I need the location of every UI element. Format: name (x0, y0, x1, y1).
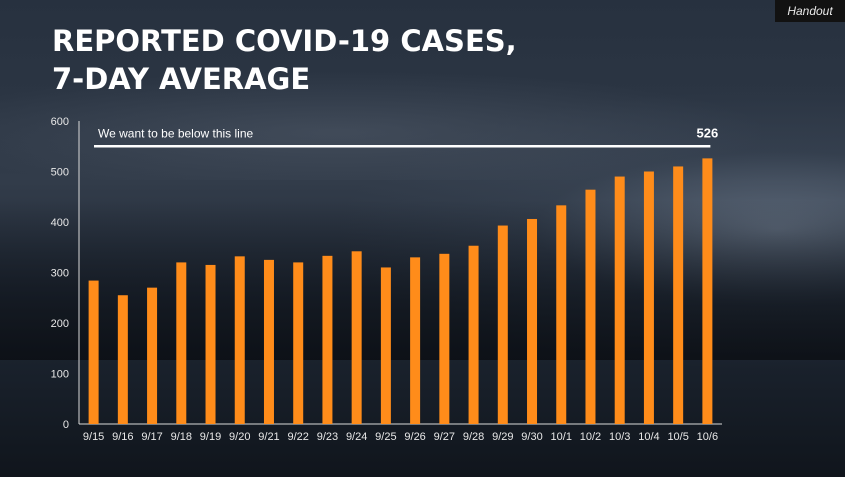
bar-9-19 (205, 264, 216, 424)
bar-9-18 (176, 262, 187, 424)
y-tick-label: 500 (51, 167, 69, 179)
reference-line-label: We want to be below this line (98, 126, 254, 140)
title-line-1: REPORTED COVID-19 CASES, (52, 24, 517, 58)
x-axis: 9/15 9/16 9/17 9/18 9/19 9/20 9/21 9/22 9/23 9/24… (79, 423, 722, 443)
x-tick-label: 9/19 (200, 431, 221, 443)
title-line-2: 7-DAY AVERAGE (52, 62, 311, 96)
x-tick-label: 9/23 (317, 431, 338, 443)
bar-9-24 (351, 251, 362, 424)
x-tick-label: 10/2 (580, 431, 601, 443)
bar-9-30 (527, 218, 538, 424)
y-tick-label: 0 (63, 419, 69, 431)
x-tick-label: 9/16 (112, 431, 133, 443)
x-tick-label: 9/29 (492, 431, 513, 443)
bar-10-2 (585, 189, 596, 424)
x-tick-label: 10/3 (609, 431, 630, 443)
bar-9-29 (497, 225, 508, 424)
y-tick-label: 600 (51, 116, 69, 128)
x-tick-label: 9/26 (404, 431, 425, 443)
bar-9-15 (88, 280, 99, 424)
x-tick-label: 9/27 (434, 431, 455, 443)
x-tick-label: 10/4 (638, 431, 659, 443)
chart-title: REPORTED COVID-19 CASES, 7-DAY AVERAGE (52, 22, 517, 98)
x-tick-label: 9/24 (346, 431, 367, 443)
bar-9-16 (117, 295, 128, 424)
x-tick-label: 9/30 (521, 431, 542, 443)
bar-10-4 (643, 171, 654, 424)
bar-9-27 (439, 253, 450, 424)
bar-9-28 (468, 245, 479, 424)
y-tick-label: 200 (51, 318, 69, 330)
y-axis: 0 100 200 300 400 500 600 (51, 116, 80, 431)
y-tick-label: 400 (51, 217, 69, 229)
x-tick-label: 9/22 (287, 431, 308, 443)
handout-badge: Handout (775, 0, 845, 22)
y-tick-label: 300 (51, 268, 69, 280)
x-tick-label: 10/6 (697, 431, 718, 443)
x-tick-label: 9/15 (83, 431, 104, 443)
bar-10-3 (614, 176, 625, 424)
bar-9-26 (410, 257, 421, 424)
bars-group (88, 158, 713, 424)
bar-9-25 (380, 267, 391, 424)
x-tick-label: 9/28 (463, 431, 484, 443)
x-tick-label: 9/18 (171, 431, 192, 443)
x-tick-label: 10/5 (667, 431, 688, 443)
x-tick-label: 9/17 (141, 431, 162, 443)
x-tick-label: 10/1 (551, 431, 572, 443)
annotations-group: We want to be below this line 526 (94, 125, 719, 148)
bar-10-1 (556, 205, 567, 424)
bar-10-5 (673, 166, 684, 424)
bar-9-21 (263, 259, 274, 424)
x-tick-label: 9/20 (229, 431, 250, 443)
data-label: 526 (697, 125, 719, 140)
bar-10-6 (702, 158, 713, 424)
bar-9-17 (147, 287, 158, 424)
y-tick-label: 100 (51, 369, 69, 381)
bar-9-23 (322, 255, 333, 424)
bar-9-22 (293, 262, 304, 424)
x-tick-label: 9/25 (375, 431, 396, 443)
bar-9-20 (234, 256, 245, 424)
x-tick-label: 9/21 (258, 431, 279, 443)
